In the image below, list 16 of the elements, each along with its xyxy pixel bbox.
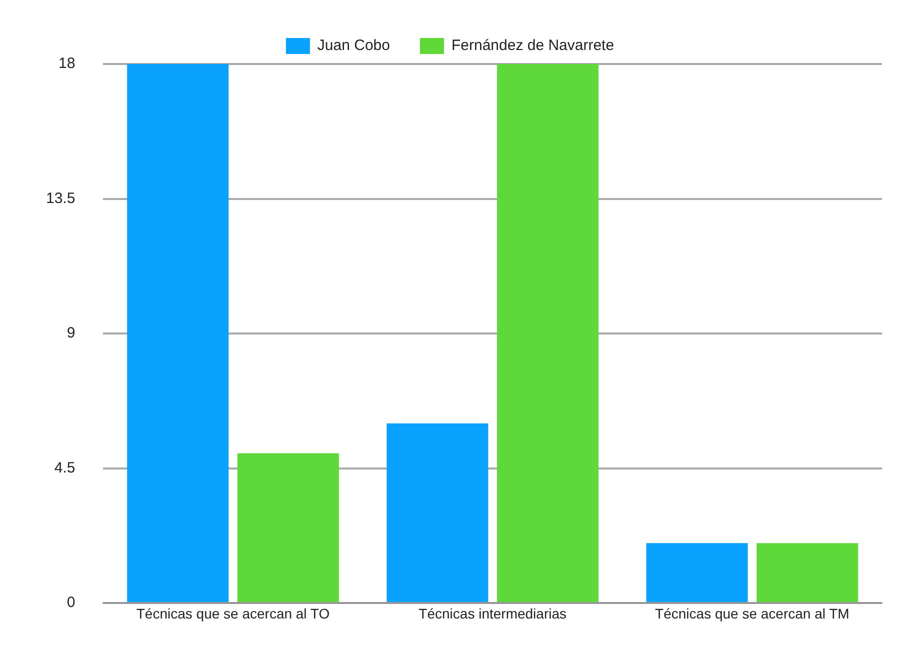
x-tick-label: Técnicas intermediarias: [418, 605, 567, 622]
y-tick-label: 9: [66, 324, 76, 342]
x-tick-label: Técnicas que se acercan al TO: [136, 605, 330, 622]
y-tick-label: 4.5: [54, 459, 76, 476]
bar: [756, 543, 858, 602]
bar: [386, 423, 488, 602]
legend-label: Juan Cobo: [317, 37, 390, 54]
legend-label: Fernández de Navarrete: [451, 37, 614, 54]
bar: [497, 64, 599, 602]
x-tick-label: Técnicas que se acercan al TM: [655, 605, 850, 622]
bar: [237, 453, 339, 602]
y-tick-label: 0: [66, 594, 76, 612]
bar: [127, 64, 229, 602]
bar: [646, 543, 748, 602]
y-tick-label: 18: [58, 55, 76, 72]
y-tick-label: 13.5: [46, 190, 76, 207]
